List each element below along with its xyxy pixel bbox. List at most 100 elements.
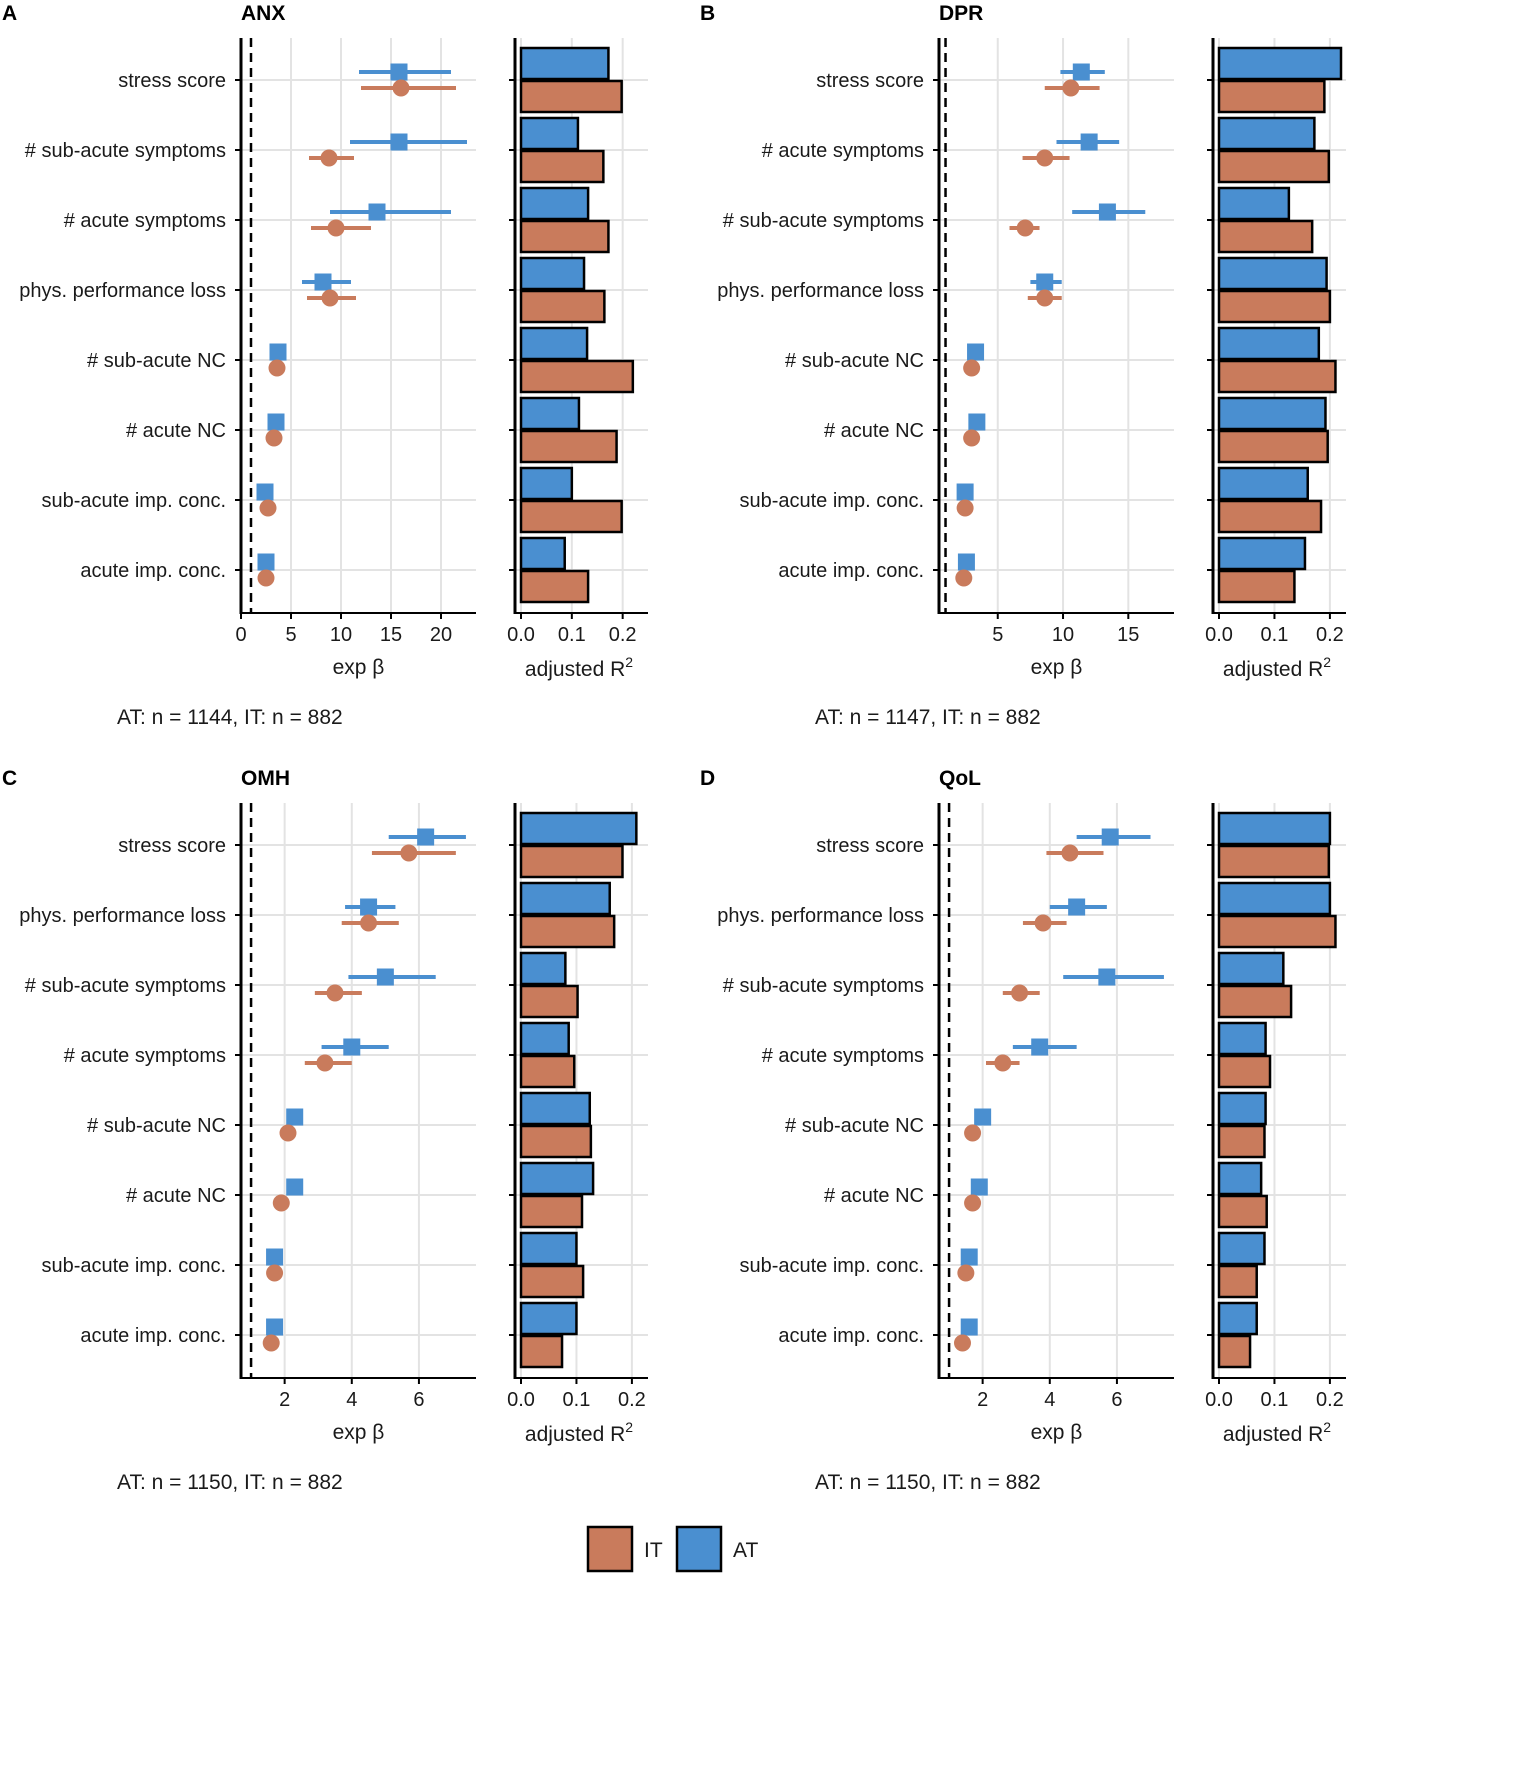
panel-letter: C xyxy=(2,767,17,790)
it-estimate-dot xyxy=(1062,79,1080,97)
at-estimate-square xyxy=(1068,898,1086,916)
bar-x-axis-title-superscript: 2 xyxy=(625,654,633,670)
it-r2-bar xyxy=(1217,844,1331,879)
at-estimate-square xyxy=(343,1038,361,1056)
at-estimate-square xyxy=(286,1178,304,1196)
at-r2-bar xyxy=(1217,1021,1267,1056)
it-r2-bar xyxy=(1217,429,1329,464)
it-r2-bar xyxy=(519,984,579,1019)
row-label: acute imp. conc. xyxy=(80,1325,226,1347)
it-r2-bar xyxy=(1217,149,1331,184)
it-r2-bar xyxy=(519,429,618,464)
it-r2-bar xyxy=(1217,984,1293,1019)
it-estimate-dot xyxy=(964,1194,982,1212)
row-label: sub-acute imp. conc. xyxy=(41,490,226,512)
at-estimate-square xyxy=(956,483,974,501)
it-estimate-dot xyxy=(954,1334,971,1352)
it-estimate-dot xyxy=(316,1054,334,1072)
bar-x-axis-title-text: adjusted R xyxy=(525,658,625,681)
row-label: phys. performance loss xyxy=(717,905,924,927)
at-r2-bar xyxy=(1217,1161,1263,1196)
it-r2-bar xyxy=(1217,1264,1258,1299)
at-r2-bar xyxy=(519,1091,592,1126)
bar-x-tick-label: 0.2 xyxy=(1316,624,1344,646)
forest-x-axis-title: exp β xyxy=(1031,1421,1083,1444)
at-r2-bar xyxy=(519,951,567,986)
row-label: # acute NC xyxy=(824,1185,924,1207)
at-estimate-square xyxy=(267,413,285,431)
at-r2-bar xyxy=(1217,811,1332,846)
bar-x-tick-label: 0.2 xyxy=(1316,1389,1344,1411)
bar-x-tick-label: 0.0 xyxy=(507,624,535,646)
forest-x-tick-label: 5 xyxy=(285,624,296,646)
forest-x-axis-title: exp β xyxy=(1031,656,1083,679)
panel-title: ANX xyxy=(241,2,285,25)
panel-c: C OMH stress score phys. performance loss # … xyxy=(2,767,648,1494)
at-estimate-square xyxy=(960,1248,978,1266)
it-r2-bar xyxy=(1217,1124,1266,1159)
it-r2-bar xyxy=(519,359,635,394)
panel-d: D QoL stress score phys. performance loss # … xyxy=(700,767,1346,1494)
bar-x-axis-title-superscript: 2 xyxy=(1323,654,1331,670)
at-estimate-square xyxy=(286,1108,304,1126)
at-estimate-square xyxy=(970,1178,988,1196)
forest-x-tick-label: 10 xyxy=(330,624,352,646)
row-label: # sub-acute symptoms xyxy=(25,140,226,162)
bar-x-axis-title: adjusted R2 xyxy=(1223,654,1331,681)
at-estimate-square xyxy=(256,483,274,501)
at-estimate-square xyxy=(1036,273,1054,291)
at-estimate-square xyxy=(417,828,435,846)
it-legend-swatch xyxy=(586,1525,634,1573)
it-estimate-dot xyxy=(963,359,981,377)
it-r2-bar xyxy=(1217,1334,1252,1369)
it-r2-bar xyxy=(1217,1054,1272,1089)
at-r2-bar xyxy=(519,396,581,431)
row-label: # acute symptoms xyxy=(762,140,924,162)
it-r2-bar xyxy=(519,219,610,254)
it-estimate-dot xyxy=(994,1054,1012,1072)
it-r2-bar xyxy=(1217,219,1314,254)
at-estimate-square xyxy=(1098,203,1116,221)
it-r2-bar xyxy=(519,1264,585,1299)
it-estimate-dot xyxy=(279,1124,297,1142)
at-r2-bar xyxy=(1217,116,1316,151)
at-r2-bar xyxy=(519,1301,578,1336)
at-r2-bar xyxy=(1217,326,1321,361)
row-label: # sub-acute NC xyxy=(87,350,226,372)
row-label: # sub-acute NC xyxy=(87,1115,226,1137)
at-r2-bar xyxy=(519,116,580,151)
it-estimate-dot xyxy=(327,219,345,237)
row-label: # sub-acute symptoms xyxy=(723,210,924,232)
at-r2-bar xyxy=(519,536,566,571)
panel-letter: B xyxy=(700,2,715,25)
at-r2-bar xyxy=(1217,466,1309,501)
at-estimate-square xyxy=(1080,133,1098,151)
panel-title: OMH xyxy=(241,767,290,790)
forest-x-tick-label: 15 xyxy=(380,624,402,646)
it-r2-bar xyxy=(519,499,623,534)
bar-x-tick-label: 0.1 xyxy=(1261,624,1289,646)
it-estimate-dot xyxy=(964,1124,982,1142)
it-legend-label: IT xyxy=(644,1539,663,1562)
it-estimate-dot xyxy=(963,429,981,447)
panel-a: A ANX stress score # sub-acute symptoms # ac… xyxy=(2,2,648,729)
at-estimate-square xyxy=(266,1318,284,1336)
bar-x-axis-title-superscript: 2 xyxy=(1323,1419,1331,1435)
at-estimate-square xyxy=(1072,63,1090,81)
at-r2-bar xyxy=(519,326,589,361)
it-estimate-dot xyxy=(1011,984,1029,1002)
it-estimate-dot xyxy=(268,359,286,377)
it-estimate-dot xyxy=(956,499,974,517)
at-r2-bar xyxy=(519,466,574,501)
sample-size-note: AT: n = 1150, IT: n = 882 xyxy=(815,1471,1041,1494)
forest-x-tick-label: 6 xyxy=(413,1389,424,1411)
at-r2-bar xyxy=(1217,1231,1266,1266)
bar-x-axis-title: adjusted R2 xyxy=(525,1419,633,1446)
at-legend-label: AT xyxy=(733,1539,758,1562)
row-label: # acute NC xyxy=(126,420,226,442)
row-label: sub-acute imp. conc. xyxy=(739,490,924,512)
it-r2-bar xyxy=(519,1054,576,1089)
bar-x-tick-label: 0.0 xyxy=(1205,624,1233,646)
row-label: # acute symptoms xyxy=(64,1045,226,1067)
